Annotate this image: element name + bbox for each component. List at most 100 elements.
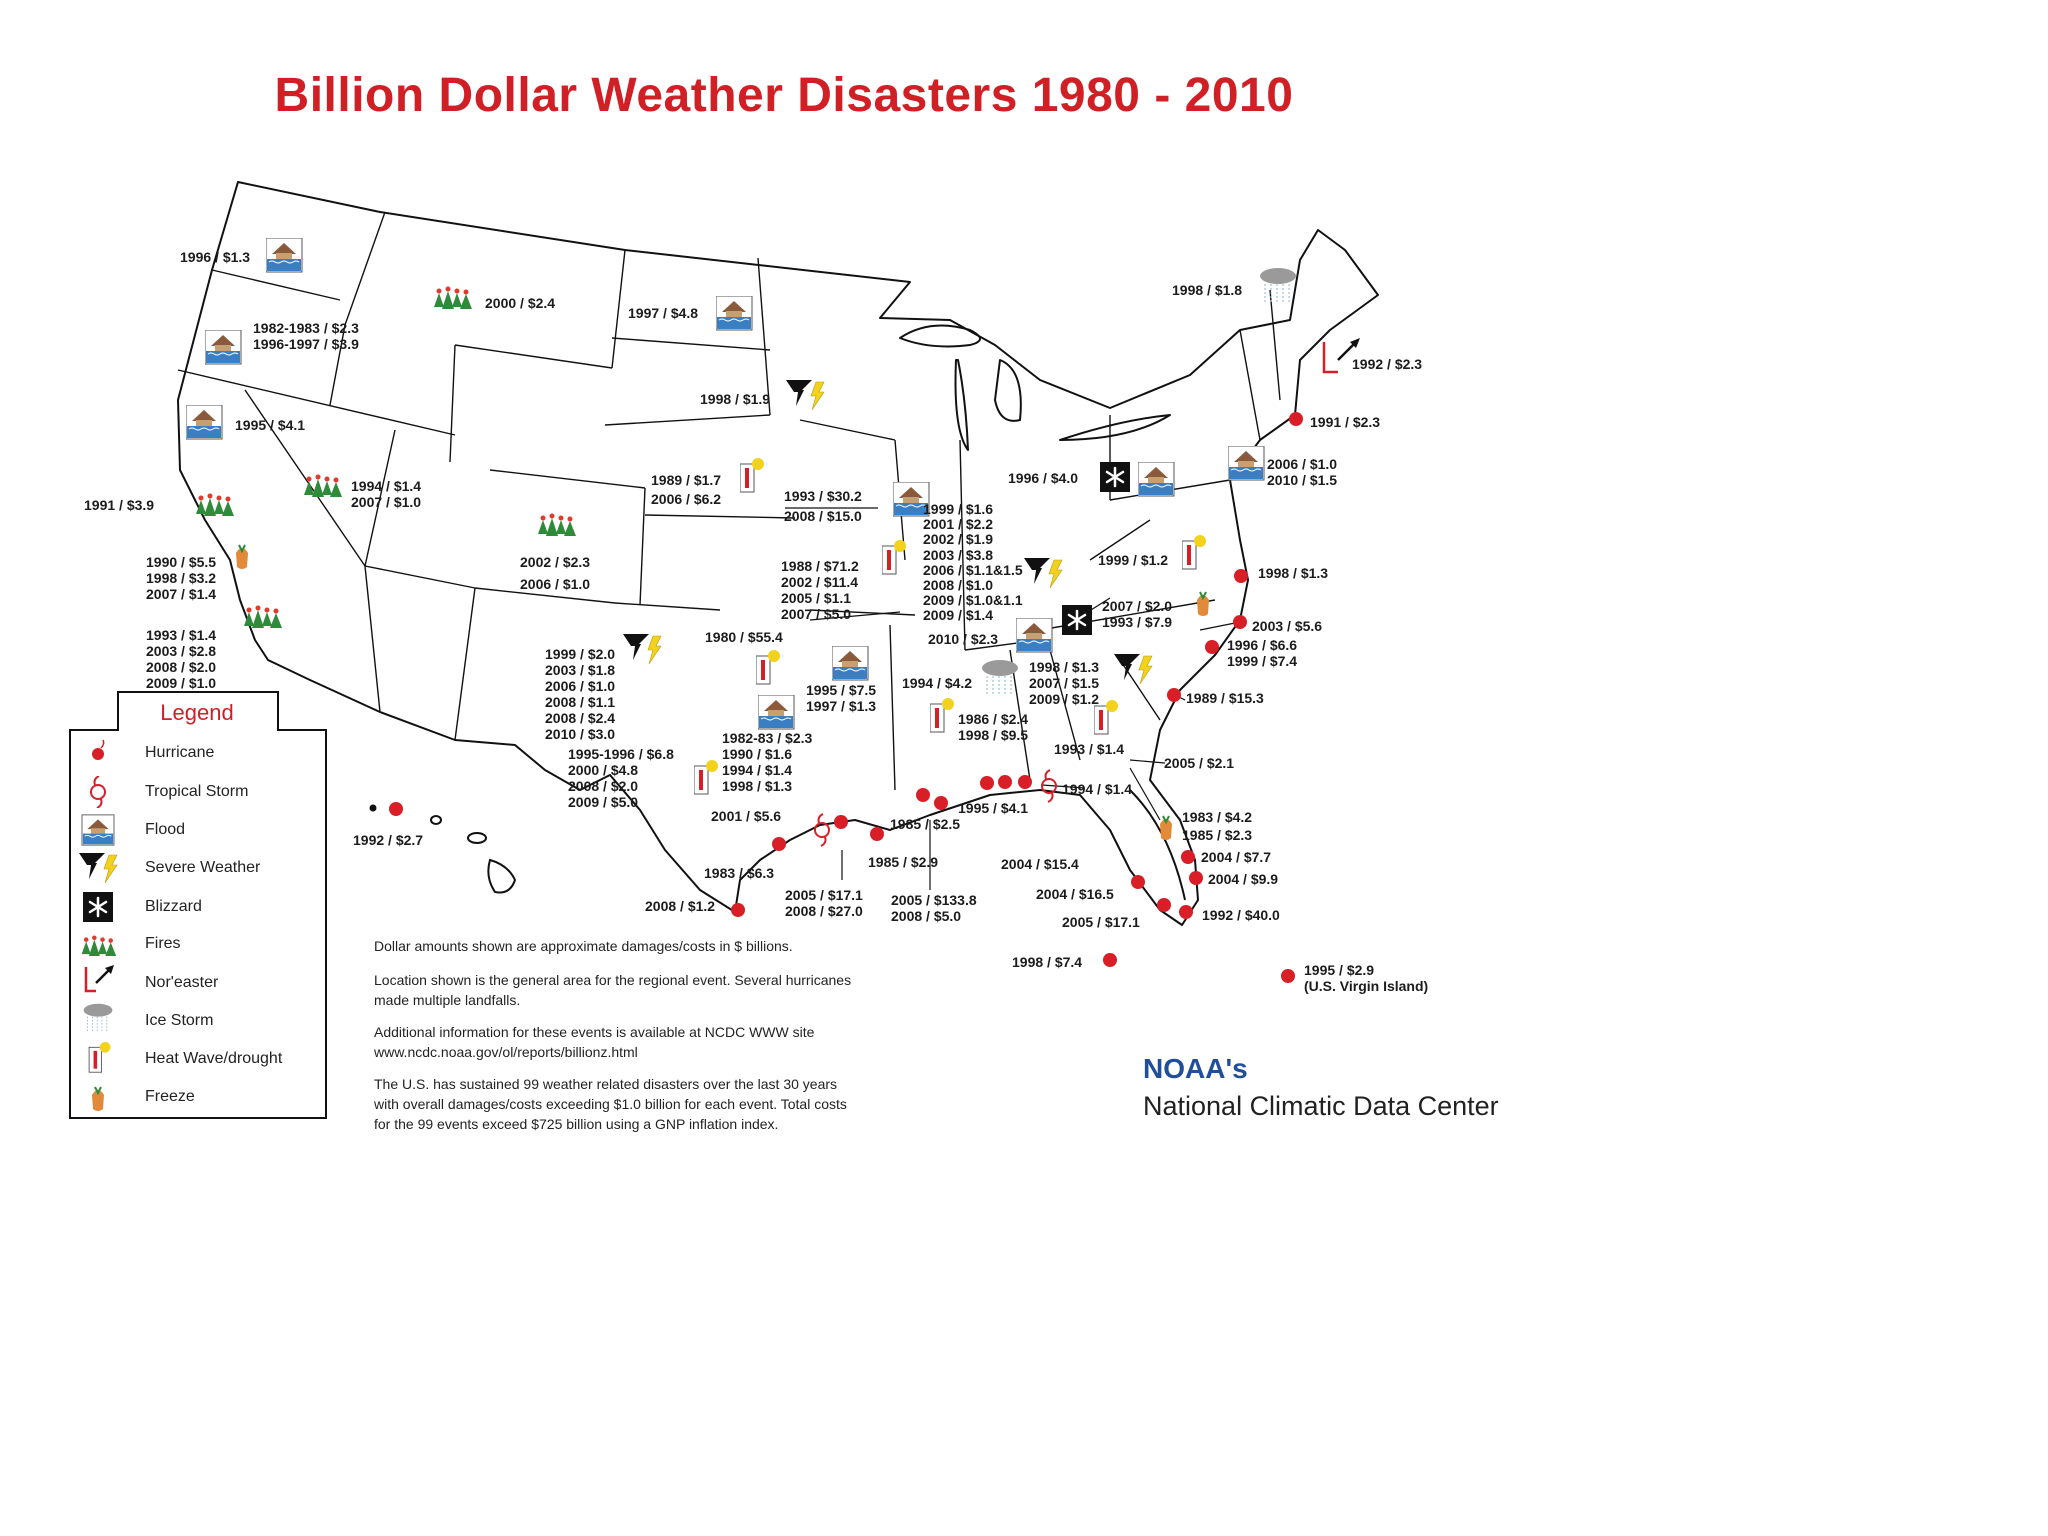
label-mo-heat: 1988 / $71.2 2002 / $11.4 2005 / $1.1 20… xyxy=(781,558,859,622)
label-or-flood: 1982-1983 / $2.3 1996-1997 / $3.9 xyxy=(253,320,359,352)
ice-storm-icon xyxy=(982,660,1019,697)
label-tx-hurricane: 1983 / $6.3 xyxy=(704,865,775,881)
heat-wave-icon xyxy=(1182,535,1207,570)
noreaster-icon xyxy=(84,965,114,993)
hawaii-islands xyxy=(369,804,517,894)
label-ca-freeze: 1990 / $5.5 1998 / $3.2 2007 / $1.4 xyxy=(146,554,217,602)
label-fl-andrew: 1992 / $40.0 xyxy=(1202,907,1280,923)
flood-icon xyxy=(716,296,753,331)
flood-icon xyxy=(832,646,869,681)
legend-title: Legend xyxy=(160,700,234,725)
label-ne-heat: 1989 / $1.7 2006 / $6.2 xyxy=(651,472,722,507)
severe-weather-icon xyxy=(623,634,662,665)
label-fl-panhandle: 2004 / $15.4 xyxy=(1001,856,1079,872)
legend-item-ice-storm: Ice Storm xyxy=(145,1012,214,1029)
label-tx-flood: 1982-83 / $2.3 1990 / $1.6 1994 / $1.4 1… xyxy=(722,730,813,794)
flood-icon xyxy=(1138,462,1175,497)
label-ok-heat: 1980 / $55.4 xyxy=(705,629,783,645)
severe-weather-icon xyxy=(1024,558,1063,589)
label-ms-hurricane: 1985 / $2.5 xyxy=(890,816,961,832)
label-ri-hurricane: 1991 / $2.3 xyxy=(1310,414,1381,430)
blizzard-icon xyxy=(1100,462,1132,494)
legend-item-noreaster: Nor'easter xyxy=(145,974,219,991)
note-location: Location shown is the general area for t… xyxy=(374,972,852,1008)
blizzard-icon xyxy=(81,891,115,923)
label-la-katrina-b: 2005 / $133.8 2008 / $5.0 xyxy=(891,892,977,924)
flood-icon xyxy=(186,405,223,440)
fire-icon xyxy=(304,474,342,497)
heat-wave-icon xyxy=(882,540,907,575)
legend-item-heat-wave: Heat Wave/drought xyxy=(145,1050,283,1067)
label-mw-severe: 1999 / $1.6 2001 / $2.2 2002 / $1.9 2003… xyxy=(923,501,1023,624)
fire-icon xyxy=(538,513,576,536)
label-ca-flood-n: 1995 / $4.1 xyxy=(235,417,306,433)
flood-icon xyxy=(1228,446,1265,481)
fire-icon xyxy=(434,286,472,309)
label-tx-hurricane-s: 2008 / $1.2 xyxy=(645,898,716,914)
label-wa-flood: 1996 / $1.3 xyxy=(180,249,251,265)
label-nv-fire: 1994 / $1.4 2007 / $1.0 xyxy=(351,478,422,510)
ice-storm-icon xyxy=(83,1003,113,1033)
label-fl-b: 2004 / $9.9 xyxy=(1208,871,1279,887)
label-la-katrina-a: 2005 / $17.1 2008 / $27.0 xyxy=(785,887,863,919)
fires-icon xyxy=(81,935,117,956)
legend-item-hurricane: Hurricane xyxy=(145,744,215,761)
severe-weather-icon xyxy=(78,852,118,884)
flood-icon xyxy=(1016,618,1053,653)
label-mt-fire: 2000 / $2.4 xyxy=(485,295,556,311)
label-se-ice: 1994 / $4.2 xyxy=(902,675,973,691)
label-nj-flood: 2006 / $1.0 2010 / $1.5 xyxy=(1267,456,1338,488)
label-nc-hurricane-a: 2003 / $5.6 xyxy=(1252,618,1323,634)
label-tx-heat: 1995-1996 / $6.8 2000 / $4.8 2008 / $2.0… xyxy=(568,746,674,810)
label-fl-keys: 1998 / $7.4 xyxy=(1012,954,1083,970)
label-sc-hurricane: 1989 / $15.3 xyxy=(1186,690,1264,706)
legend-item-tropical-storm: Tropical Storm xyxy=(145,783,249,800)
label-ga-severe: 1998 / $1.3 2007 / $1.5 2009 / $1.2 xyxy=(1029,659,1100,707)
label-md-hurricane: 1998 / $1.3 xyxy=(1258,565,1329,581)
label-fl-c: 2004 / $16.5 xyxy=(1036,886,1114,902)
blizzard-icon xyxy=(1062,605,1094,637)
label-ca-fire-s: 1993 / $1.4 2003 / $2.8 2008 / $2.0 2009… xyxy=(146,627,217,691)
label-tx-severe: 1999 / $2.0 2003 / $1.8 2006 / $1.0 2008… xyxy=(545,646,616,742)
label-va-heat: 1999 / $1.2 xyxy=(1098,552,1169,568)
heat-wave-icon xyxy=(88,1042,111,1073)
label-la-hurricane: 1985 / $2.9 xyxy=(868,854,939,870)
label-nc-hurricane-b: 1996 / $6.6 1999 / $7.4 xyxy=(1227,637,1298,669)
severe-weather-icon xyxy=(786,380,825,411)
label-va-blizzard: 2007 / $2.0 1993 / $7.9 xyxy=(1102,598,1173,630)
label-al-heat: 1986 / $2.4 1998 / $9.5 xyxy=(958,711,1029,743)
fire-icon xyxy=(196,493,234,516)
label-hi-hurricane: 1992 / $2.7 xyxy=(353,832,424,848)
label-co-fire: 2002 / $2.3 2006 / $1.0 xyxy=(520,554,591,592)
noreaster-icon xyxy=(1322,338,1360,374)
label-mn-severe: 1998 / $1.9 xyxy=(700,391,771,407)
freeze-icon xyxy=(91,1086,105,1112)
label-fl-a: 2004 / $7.7 xyxy=(1201,849,1272,865)
ice-storm-icon xyxy=(1260,268,1297,305)
heat-wave-icon xyxy=(694,760,719,795)
map-title: Billion Dollar Weather Disasters 1980 - … xyxy=(274,69,1294,122)
flood-icon xyxy=(758,695,795,730)
flood-icon xyxy=(205,330,242,365)
note-summary: The U.S. has sustained 99 weather relate… xyxy=(374,1076,847,1132)
note-additional-info: Additional information for these events … xyxy=(374,1024,815,1060)
tropical-storm-icon xyxy=(90,776,106,808)
heat-wave-icon xyxy=(756,650,781,685)
label-vi-hurricane: 1995 / $2.9 (U.S. Virgin Island) xyxy=(1304,962,1429,994)
label-fl-d: 2005 / $17.1 xyxy=(1062,914,1140,930)
label-ca-fire-n: 1991 / $3.9 xyxy=(84,497,155,513)
severe-weather-icon xyxy=(1114,654,1153,685)
label-ne-noreaster: 1992 / $2.3 xyxy=(1352,356,1423,372)
label-tx-ts: 2001 / $5.6 xyxy=(711,808,782,824)
fire-icon xyxy=(244,605,282,628)
freeze-icon xyxy=(1159,815,1173,841)
org-noaa: NOAA's xyxy=(1143,1053,1248,1084)
label-fl-freeze-line: 2005 / $2.1 xyxy=(1164,755,1235,771)
label-nd-flood: 1997 / $4.8 xyxy=(628,305,699,321)
label-me-ice: 1998 / $1.8 xyxy=(1172,282,1243,298)
legend-item-flood: Flood xyxy=(145,821,186,838)
legend-frame xyxy=(69,691,327,1119)
label-oh-blizzard: 1996 / $4.0 xyxy=(1008,470,1079,486)
legend-item-severe-weather: Severe Weather xyxy=(145,859,261,876)
label-al-hurricane: 1995 / $4.1 xyxy=(958,800,1029,816)
